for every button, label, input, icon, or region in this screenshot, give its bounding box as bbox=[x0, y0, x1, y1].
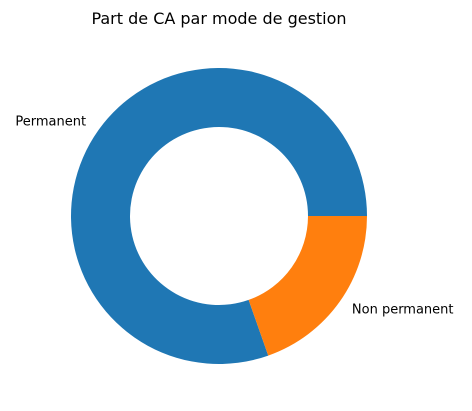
slice-labels: Permanent Non permanent bbox=[15, 114, 453, 317]
slice-label-non-permanent: Non permanent bbox=[352, 303, 454, 318]
slice-non-permanent bbox=[248, 216, 367, 356]
slice-label-permanent: Permanent bbox=[15, 114, 86, 129]
chart-title: Part de CA par mode de gestion bbox=[91, 9, 346, 28]
slice-permanent bbox=[71, 68, 368, 364]
donut-slices bbox=[71, 68, 368, 364]
